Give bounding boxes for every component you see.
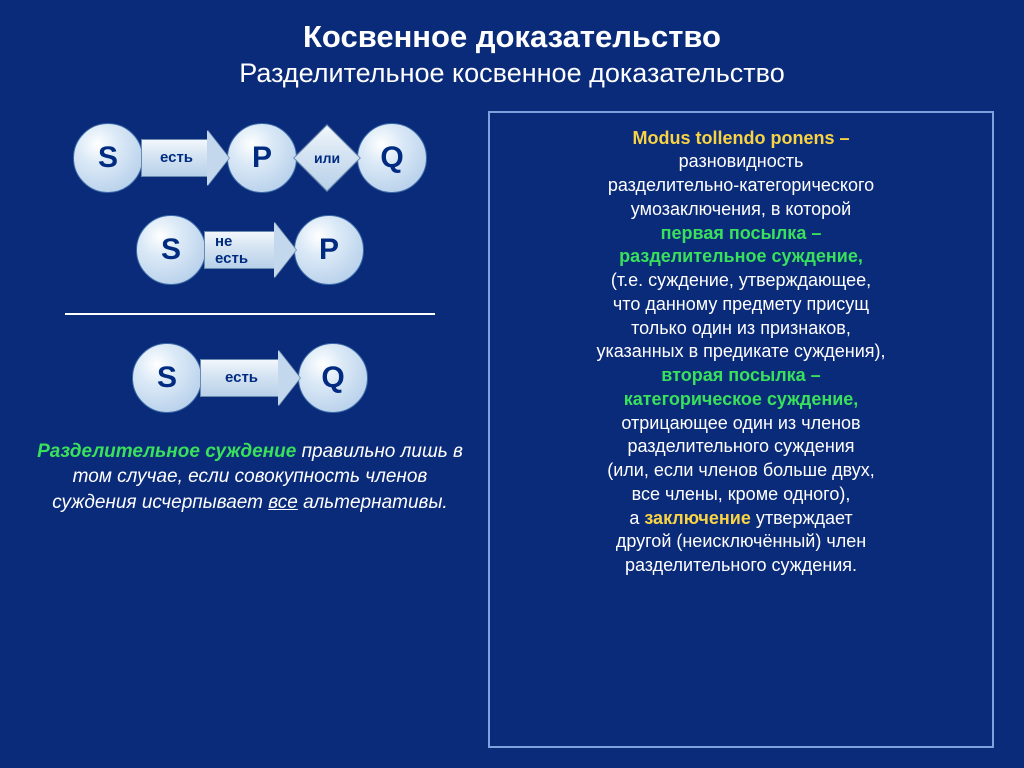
right-line: разделительное суждение,	[504, 245, 978, 269]
arrow-head-icon	[278, 350, 300, 406]
right-line: (т.е. суждение, утверждающее,	[504, 269, 978, 293]
concl-prefix: а	[629, 508, 644, 528]
node-s-2: S	[136, 215, 206, 285]
arrow-head-icon	[207, 130, 229, 186]
right-heading: Modus tollendo ponens –	[504, 127, 978, 151]
node-s-3: S	[132, 343, 202, 413]
title-line2: Разделительное косвенное доказательство	[30, 57, 994, 91]
right-line: все члены, кроме одного),	[504, 483, 978, 507]
right-line: первая посылка –	[504, 222, 978, 246]
diagram-row-3: S есть Q	[132, 343, 368, 413]
arrow-3: есть	[200, 359, 300, 397]
footnote-term: Разделительное суждение	[37, 441, 296, 462]
right-line: только один из признаков,	[504, 317, 978, 341]
concl-term: заключение	[644, 508, 750, 528]
arrow-head-icon	[274, 222, 296, 278]
title-block: Косвенное доказательство Разделительное …	[30, 18, 994, 91]
arrow-1: есть	[141, 139, 229, 177]
right-line: отрицающее один из членов	[504, 412, 978, 436]
divider-line	[65, 313, 435, 315]
right-conclusion-2: другой (неисключённый) член	[504, 530, 978, 554]
diamond-or: или	[293, 124, 361, 192]
left-column: S есть P или Q S не есть	[30, 111, 470, 749]
arrow-label-2: не есть	[204, 231, 274, 269]
right-line: разделительного суждения	[504, 435, 978, 459]
node-q-1: Q	[357, 123, 427, 193]
concl-suffix1: утверждает	[751, 508, 853, 528]
right-line: (или, если членов больше двух,	[504, 459, 978, 483]
node-s-1: S	[73, 123, 143, 193]
node-q-3: Q	[298, 343, 368, 413]
arrow-2: не есть	[204, 231, 296, 269]
right-line: категорическое суждение,	[504, 388, 978, 412]
right-conclusion-1: а заключение утверждает	[504, 507, 978, 531]
footnote-underlined: все	[268, 492, 298, 513]
node-p-1: P	[227, 123, 297, 193]
footnote: Разделительное суждение правильно лишь в…	[30, 439, 470, 516]
content-area: S есть P или Q S не есть	[30, 111, 994, 749]
diagram-row-2: S не есть P	[136, 215, 364, 285]
right-line: указанных в предикате суждения),	[504, 340, 978, 364]
right-box: Modus tollendo ponens – разновидностьраз…	[488, 111, 994, 749]
right-line: разновидность	[504, 150, 978, 174]
title-line1: Косвенное доказательство	[30, 18, 994, 57]
slide: Косвенное доказательство Разделительное …	[0, 0, 1024, 768]
right-line: вторая посылка –	[504, 364, 978, 388]
arrow-label-1: есть	[141, 139, 207, 177]
right-lines: разновидностьразделительно-категорическо…	[504, 150, 978, 506]
right-line: что данному предмету присущ	[504, 293, 978, 317]
diamond-label: или	[314, 149, 340, 165]
arrow-label-3: есть	[200, 359, 278, 397]
diagram: S есть P или Q S не есть	[30, 123, 470, 413]
right-line: умозаключения, в которой	[504, 198, 978, 222]
diagram-row-1: S есть P или Q	[73, 123, 427, 193]
footnote-body2: альтернативы.	[298, 492, 448, 513]
right-conclusion-3: разделительного суждения.	[504, 554, 978, 578]
right-line: разделительно-категорического	[504, 174, 978, 198]
node-p-2: P	[294, 215, 364, 285]
